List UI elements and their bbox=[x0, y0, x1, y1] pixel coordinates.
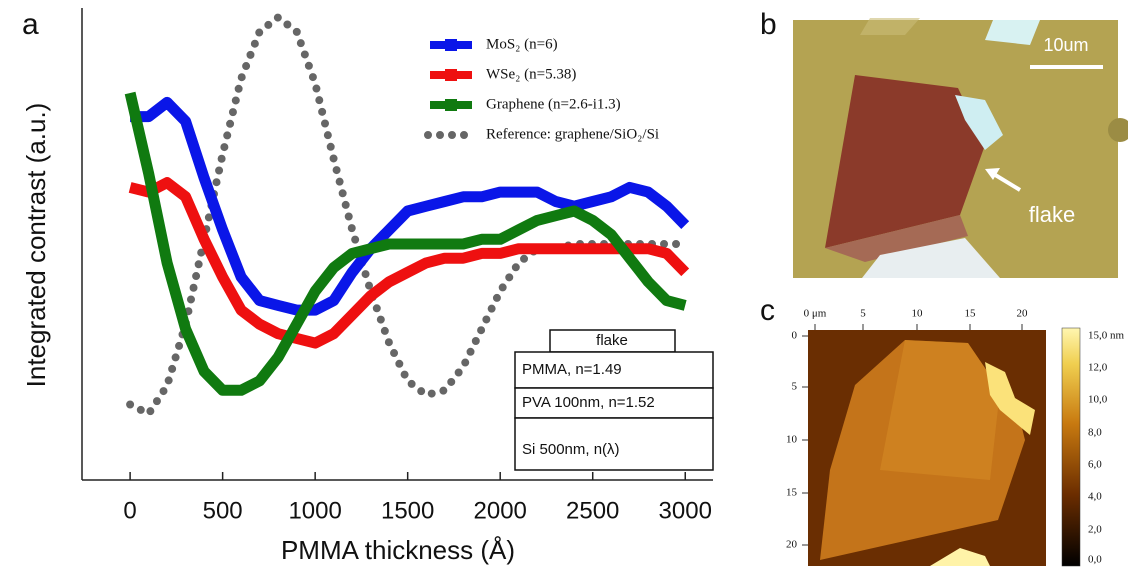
afm-tick-label: 5 bbox=[792, 381, 798, 393]
scale-label: 10um bbox=[1043, 35, 1088, 55]
data-line bbox=[124, 91, 687, 396]
legend-label: MoS₂ (n=6) bbox=[486, 36, 558, 52]
x-tick-label: 1000 bbox=[288, 497, 341, 524]
inset-label: flake bbox=[596, 332, 628, 349]
legend-marker bbox=[445, 69, 457, 81]
data-line bbox=[128, 177, 690, 349]
legend-label: WSe₂ (n=5.38) bbox=[486, 66, 576, 82]
x-tick-label: 1500 bbox=[381, 497, 434, 524]
optical-image bbox=[793, 18, 1128, 278]
legend-label: Reference: graphene/SiO₂/Si bbox=[486, 126, 659, 142]
inset-label: Si 500nm, n(λ) bbox=[522, 441, 620, 458]
afm-tick-label: 10 bbox=[912, 308, 924, 320]
y-axis-label: Integrated contrast (a.u.) bbox=[21, 103, 51, 388]
afm-tick-label: 15 bbox=[786, 487, 798, 499]
x-tick-label: 500 bbox=[203, 497, 243, 524]
inset-box bbox=[514, 351, 714, 389]
afm-tick-label: 15 bbox=[965, 308, 977, 320]
afm-tick-label: 10 bbox=[786, 434, 798, 446]
colorbar bbox=[1061, 327, 1081, 567]
colorbar-label: 8,0 bbox=[1088, 427, 1102, 439]
legend-marker bbox=[445, 99, 457, 111]
inset-box bbox=[514, 417, 714, 471]
annotation: flake bbox=[1029, 202, 1075, 227]
colorbar-label: 0,0 bbox=[1088, 554, 1102, 566]
afm-tick-label: 5 bbox=[860, 308, 866, 320]
colorbar-label: 10,0 bbox=[1088, 394, 1108, 406]
afm-axes: 0 μm 5 10 15 20 0 5 10 15 20 15,0 nm 12,0 10,0 8,0 6,0… bbox=[786, 308, 1125, 566]
inset-label: PMMA, n=1.49 bbox=[522, 361, 622, 378]
inset-box bbox=[514, 387, 714, 419]
panel-label: b bbox=[760, 8, 777, 41]
x-axis-label: PMMA thickness (Å) bbox=[281, 535, 515, 565]
colorbar-label: 12,0 bbox=[1088, 362, 1108, 374]
afm-tick-label: 0 bbox=[792, 330, 798, 342]
afm-tick-label: 0 μm bbox=[804, 308, 827, 320]
colorbar-label: 4,0 bbox=[1088, 491, 1102, 503]
colorbar-label: 6,0 bbox=[1088, 459, 1102, 471]
afm-tick-label: 20 bbox=[1017, 308, 1029, 320]
data-line bbox=[130, 96, 690, 316]
x-tick-label: 0 bbox=[123, 497, 136, 524]
inset-label: PVA 100nm, n=1.52 bbox=[522, 394, 655, 411]
colorbar-label: 15,0 nm bbox=[1088, 330, 1125, 342]
colorbar-label: 2,0 bbox=[1088, 524, 1102, 536]
x-tick-label: 2000 bbox=[474, 497, 527, 524]
x-tick-label: 2500 bbox=[566, 497, 619, 524]
afm-tick-label: 20 bbox=[786, 539, 798, 551]
panel-label: c bbox=[760, 294, 775, 327]
legend-label: Graphene (n=2.6-i1.3) bbox=[486, 96, 621, 112]
plot-area: 0 500 1000 1500 2000 2500 3000 MoS₂ (n=6) WSe₂ (… bbox=[123, 13, 712, 524]
x-tick-label: 3000 bbox=[659, 497, 712, 524]
legend-marker bbox=[445, 39, 457, 51]
afm-image bbox=[808, 327, 1081, 567]
panel-label: a bbox=[22, 8, 39, 41]
